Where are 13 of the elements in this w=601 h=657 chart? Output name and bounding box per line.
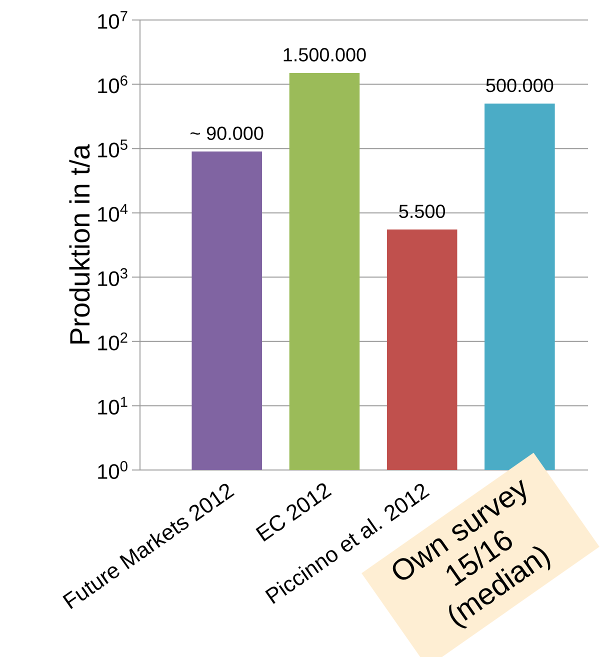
y-tick-label: 10$^{6}$ bbox=[98, 75, 128, 94]
data-label: 5.500 bbox=[399, 204, 446, 218]
y-tick-label: 10$^{3}$ bbox=[98, 268, 128, 286]
y-tick-label: 10$^{4}$ bbox=[98, 204, 128, 222]
y-tick-label: 10$^{7}$ bbox=[98, 11, 128, 29]
y-tick-label: 10$^{0}$ bbox=[98, 461, 128, 479]
y-axis-title: Produktion in t/a bbox=[69, 144, 90, 344]
y-tick-label: 10$^{2}$ bbox=[98, 332, 128, 350]
data-label: ~ 90.000 bbox=[190, 126, 264, 140]
data-label: 500.000 bbox=[486, 78, 554, 92]
y-tick-label: 10$^{1}$ bbox=[98, 396, 128, 415]
data-label: 1.500.000 bbox=[284, 48, 366, 62]
y-tick-label: 10$^{5}$ bbox=[98, 140, 128, 158]
